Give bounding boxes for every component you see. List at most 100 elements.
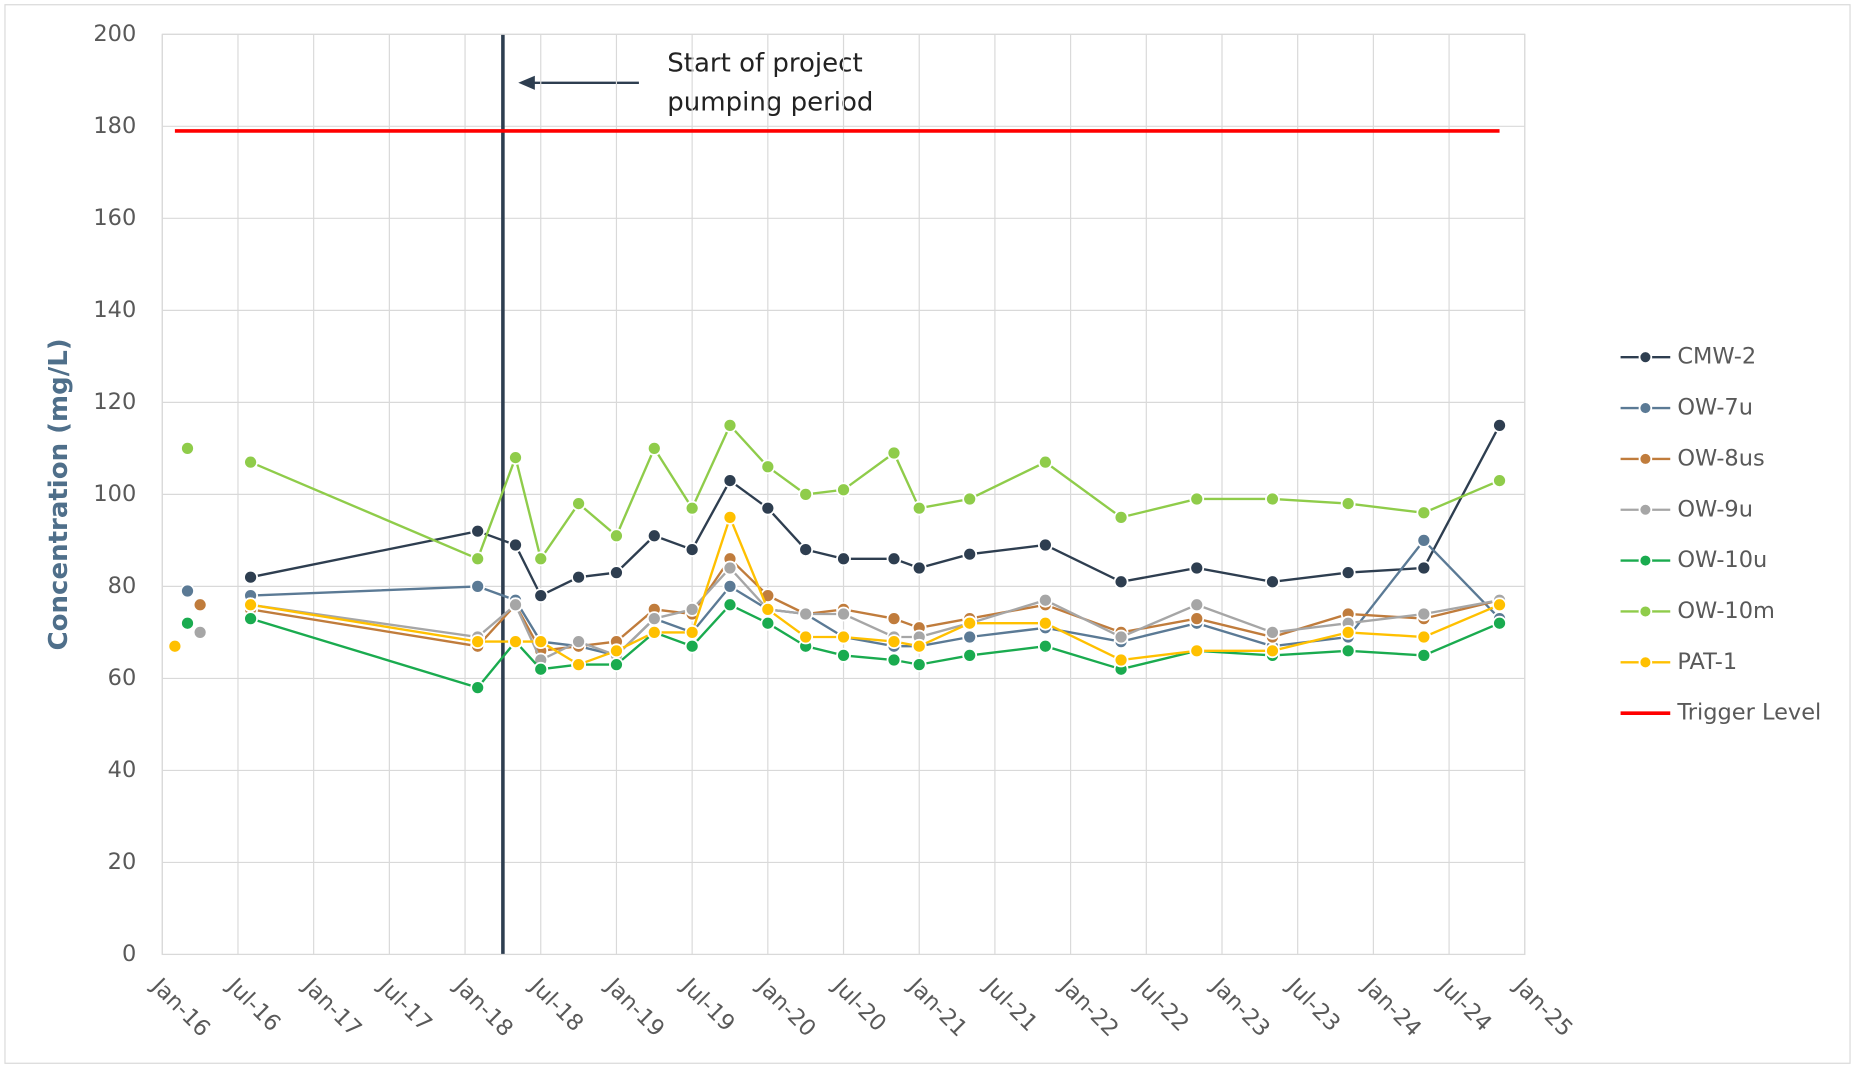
y-tick-label: 60 — [108, 665, 137, 691]
data-point — [1416, 532, 1432, 548]
data-point — [798, 542, 814, 557]
data-point — [180, 615, 195, 631]
data-point — [962, 491, 978, 507]
x-tick-label: Jan-21 — [902, 972, 972, 1042]
y-tick-label: 140 — [93, 297, 136, 323]
series-line — [250, 566, 1500, 662]
data-point — [911, 638, 927, 654]
data-point — [243, 611, 258, 626]
data-point — [836, 551, 851, 567]
series-line — [250, 556, 1500, 653]
x-tick-label: Jul-20 — [826, 972, 891, 1037]
data-point — [1037, 454, 1053, 470]
x-tick-label: Jan-25 — [1507, 972, 1577, 1042]
data-point — [646, 440, 662, 456]
data-point — [1265, 574, 1280, 590]
legend-label: OW-7u — [1677, 395, 1753, 421]
data-point — [684, 542, 700, 557]
data-point — [1265, 643, 1280, 659]
x-tick-label: Jul-18 — [523, 972, 588, 1037]
data-point — [722, 473, 738, 488]
data-point — [243, 454, 258, 470]
data-point — [1113, 629, 1129, 645]
data-point — [798, 486, 814, 502]
data-point — [962, 615, 978, 631]
data-point — [1265, 491, 1280, 507]
x-tick-label: Jan-19 — [599, 972, 669, 1042]
data-point — [192, 625, 208, 640]
y-tick-label: 120 — [93, 389, 136, 415]
data-point — [722, 509, 738, 525]
data-point — [1340, 496, 1356, 511]
series-line — [250, 423, 1501, 562]
data-point — [1340, 565, 1356, 580]
legend-marker — [1638, 553, 1653, 568]
data-point — [1189, 643, 1205, 659]
y-tick-label: 0 — [122, 941, 136, 967]
data-point — [609, 657, 624, 673]
legend-label: Trigger Level — [1676, 700, 1821, 726]
x-tick-label: Jan-22 — [1053, 972, 1123, 1042]
data-point — [533, 551, 549, 567]
series-line — [250, 538, 1501, 657]
legend-label: OW-8us — [1677, 445, 1764, 471]
data-point — [1340, 643, 1356, 659]
data-point — [243, 569, 258, 585]
data-point — [571, 569, 586, 585]
data-point — [533, 634, 549, 649]
data-point — [1037, 592, 1053, 608]
data-point — [571, 657, 586, 673]
x-tick-label: Jul-19 — [675, 972, 740, 1037]
data-point — [684, 625, 700, 640]
data-point — [646, 611, 662, 626]
data-point — [1113, 574, 1129, 590]
data-point — [533, 588, 549, 603]
data-point — [760, 602, 776, 617]
y-tick-label: 40 — [108, 757, 137, 783]
data-point — [1416, 505, 1432, 521]
data-point — [1037, 615, 1053, 631]
data-point — [167, 638, 183, 654]
data-point — [886, 551, 902, 567]
data-point — [684, 602, 700, 617]
data-point — [1416, 629, 1432, 645]
data-point — [911, 560, 927, 576]
data-point — [470, 551, 486, 567]
data-point — [1492, 597, 1507, 613]
x-tick-label: Jan-17 — [296, 972, 366, 1042]
legend-marker — [1638, 604, 1653, 619]
data-point — [1113, 509, 1129, 525]
data-point — [1265, 625, 1280, 640]
data-point — [646, 625, 662, 640]
data-point — [886, 634, 902, 649]
data-point — [508, 537, 523, 553]
data-point — [1492, 473, 1507, 488]
y-tick-label: 100 — [93, 481, 136, 507]
data-point — [684, 500, 700, 516]
data-point — [533, 661, 549, 677]
data-point — [962, 546, 978, 562]
data-point — [836, 648, 851, 663]
data-point — [836, 482, 851, 498]
data-point — [1189, 611, 1205, 626]
x-tick-label: Jan-18 — [448, 972, 518, 1042]
data-point — [722, 417, 738, 433]
x-tick-label: Jan-16 — [145, 972, 215, 1042]
y-tick-label: 20 — [108, 849, 137, 875]
data-point — [571, 634, 586, 649]
legend-label: PAT-1 — [1677, 649, 1737, 675]
legend-marker — [1638, 502, 1653, 517]
data-point — [836, 606, 851, 622]
legend-marker — [1638, 452, 1653, 466]
data-point — [243, 597, 258, 613]
data-point — [760, 615, 776, 631]
data-point — [722, 560, 738, 576]
data-point — [1037, 537, 1053, 553]
data-point — [470, 634, 486, 649]
y-tick-label: 160 — [93, 205, 136, 231]
legend-label: OW-9u — [1677, 496, 1753, 522]
data-point — [470, 523, 486, 539]
data-point — [1189, 560, 1205, 576]
series-line — [250, 424, 1501, 598]
plot-border — [161, 33, 1526, 956]
